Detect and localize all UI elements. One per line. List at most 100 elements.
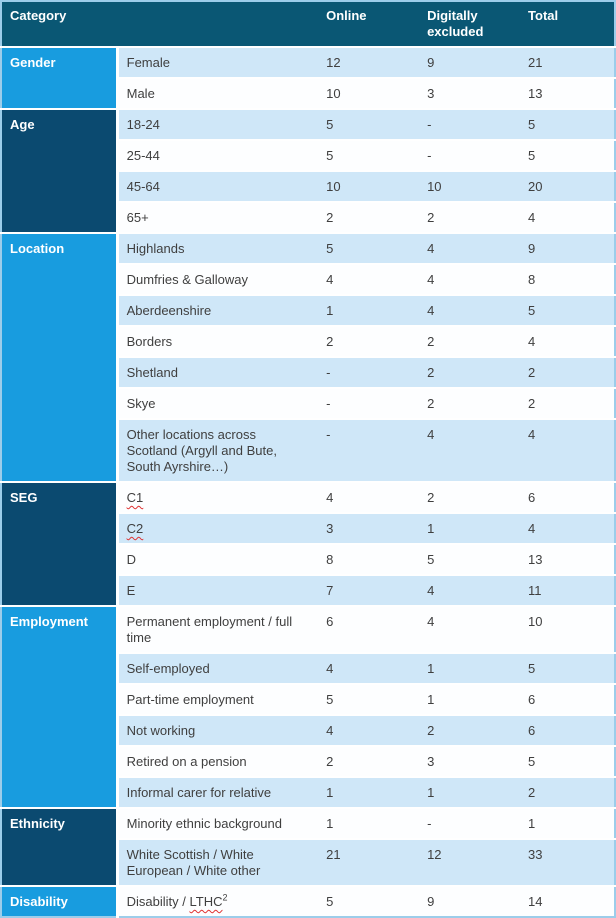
row-label-cell: 65+: [117, 201, 319, 233]
table-row: Informal carer for relative 1 1 2: [1, 776, 615, 808]
row-label-cell: Part-time employment: [117, 683, 319, 715]
table-row: E 7 4 11: [1, 574, 615, 606]
value-cell-online: 21: [318, 838, 420, 886]
value-cell-online: 2: [318, 745, 420, 777]
value-cell-total: 4: [520, 512, 615, 544]
row-label-cell: 45-64: [117, 170, 319, 202]
value-cell-excluded: 3: [419, 77, 521, 109]
category-cell-age: Age: [1, 108, 119, 233]
value-cell-total: 21: [520, 46, 615, 78]
table-row: Borders 2 2 4: [1, 325, 615, 357]
row-label-cell: Informal carer for relative: [117, 776, 319, 808]
row-label-cell: C1: [117, 481, 319, 513]
category-cell-seg: SEG: [1, 481, 119, 606]
value-cell-online: 1: [318, 807, 420, 839]
value-cell-online: -: [318, 418, 420, 482]
value-cell-total: 5: [520, 652, 615, 684]
col-header-online: Online: [318, 1, 420, 47]
header-row: Category Online Digitally excluded Total: [1, 1, 615, 47]
table-row: Ethnicity Minority ethnic background 1-1: [1, 807, 615, 886]
table-row: Not working 4 2 6: [1, 714, 615, 746]
value-cell-total: 4: [520, 325, 615, 357]
category-cell-employment: Employment: [1, 605, 119, 808]
value-cell-total: 6: [520, 714, 615, 746]
table-row: Part-time employment 5 1 6: [1, 683, 615, 715]
value-cell-excluded: 2: [419, 356, 521, 388]
value-cell-excluded: -: [419, 139, 521, 171]
value-cell-online: 10: [318, 170, 420, 202]
category-cell-gender: Gender: [1, 46, 119, 109]
table-row: Self-employed 4 1 5: [1, 652, 615, 684]
value-cell-excluded: 3: [419, 745, 521, 777]
value-cell-total: 1: [520, 807, 615, 839]
value-cell-online: 2: [318, 201, 420, 233]
value-cell-total: 5: [520, 745, 615, 777]
misspelled-word: C1: [126, 490, 144, 505]
table-row: Male 10 3 13: [1, 77, 615, 109]
col-header-digitally-excluded: Digitally excluded: [419, 1, 521, 47]
row-label-cell: Borders: [117, 325, 319, 357]
value-cell-total: 5: [520, 294, 615, 326]
value-cell-online: 5: [318, 108, 420, 140]
value-cell-excluded: 9: [419, 46, 521, 78]
value-cell-total: 4: [520, 201, 615, 233]
value-cell-total: 20: [520, 170, 615, 202]
table-row: D 8 5 13: [1, 543, 615, 575]
table-row: Shetland -2 2: [1, 356, 615, 388]
row-label-cell: Female: [117, 46, 319, 78]
row-label-cell: Dumfries & Galloway: [117, 263, 319, 295]
value-cell-excluded: 1: [419, 652, 521, 684]
value-cell-excluded: 10: [419, 170, 521, 202]
row-label-cell: Permanent employment / full time: [117, 605, 319, 653]
table-row: Dumfries & Galloway 4 4 8: [1, 263, 615, 295]
row-label-cell: Disability / LTHC2: [117, 885, 319, 917]
value-cell-online: 5: [318, 885, 420, 917]
table-row: Disability Disability / LTHC2 5 9 14: [1, 885, 615, 917]
row-label-cell: White Scottish / White European / White …: [117, 838, 319, 886]
row-label-cell: Highlands: [117, 232, 319, 264]
row-label-cell: Other locations across Scotland (Argyll …: [117, 418, 319, 482]
value-cell-online: 5: [318, 683, 420, 715]
value-cell-total: 2: [520, 356, 615, 388]
category-cell-disability: Disability: [1, 885, 119, 917]
value-cell-total: 14: [520, 885, 615, 917]
table-row: 45-64 10 10 20: [1, 170, 615, 202]
value-cell-excluded: 4: [419, 263, 521, 295]
table-row: Employment Permanent employment / full ti…: [1, 605, 615, 808]
value-cell-excluded: 4: [419, 574, 521, 606]
misspelled-word: C2: [126, 521, 144, 536]
row-label-cell: E: [117, 574, 319, 606]
value-cell-online: 4: [318, 263, 420, 295]
table-row: Location Highlands 5 4 9: [1, 232, 615, 482]
value-cell-excluded: -: [419, 108, 521, 140]
value-cell-total: 9: [520, 232, 615, 264]
value-cell-total: 2: [520, 776, 615, 808]
value-cell-excluded: 4: [419, 418, 521, 482]
value-cell-excluded: 1: [419, 776, 521, 808]
value-cell-online: 1: [318, 776, 420, 808]
value-cell-excluded: 4: [419, 232, 521, 264]
table-row: Other locations across Scotland (Argyll …: [1, 418, 615, 482]
value-cell-total: 8: [520, 263, 615, 295]
value-cell-total: 6: [520, 683, 615, 715]
table-row: White Scottish / White European / White …: [1, 838, 615, 886]
misspelled-word: LTHC: [189, 894, 223, 909]
row-label-cell: Retired on a pension: [117, 745, 319, 777]
table-row: Gender Female 12 9 21: [1, 46, 615, 109]
row-label-cell: Skye: [117, 387, 319, 419]
row-label-cell: Self-employed: [117, 652, 319, 684]
value-cell-online: 12: [318, 46, 420, 78]
value-cell-online: 4: [318, 714, 420, 746]
table-row: C2 3 1 4: [1, 512, 615, 544]
row-label-cell: Aberdeenshire: [117, 294, 319, 326]
value-cell-online: 5: [318, 232, 420, 264]
row-label-cell: Male: [117, 77, 319, 109]
value-cell-total: 5: [520, 139, 615, 171]
value-cell-excluded: 2: [419, 325, 521, 357]
row-label-cell: D: [117, 543, 319, 575]
value-cell-total: 4: [520, 418, 615, 482]
category-cell-location: Location: [1, 232, 119, 482]
value-cell-total: 10: [520, 605, 615, 653]
table-row: Aberdeenshire 1 4 5: [1, 294, 615, 326]
